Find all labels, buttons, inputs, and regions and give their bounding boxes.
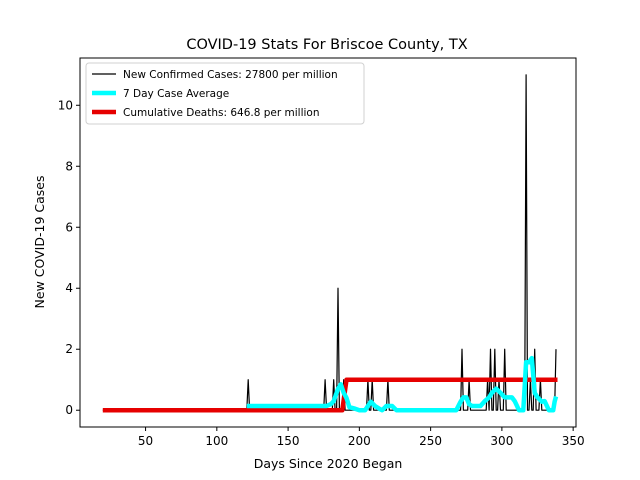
x-tick-label: 150 [277, 434, 300, 448]
y-tick-label: 2 [65, 342, 73, 356]
y-axis: 0 2 4 6 8 10 [58, 98, 80, 417]
x-axis: 50 100 150 200 250 300 350 [138, 427, 585, 448]
x-tick-label: 200 [348, 434, 371, 448]
legend: New Confirmed Cases: 27800 per million 7… [85, 62, 365, 125]
series-layer [102, 74, 559, 413]
y-tick-label: 0 [65, 403, 73, 417]
x-tick-label: 350 [562, 434, 585, 448]
y-tick-label: 6 [65, 220, 73, 234]
legend-box [85, 62, 365, 125]
legend-label-7-day-average: 7 Day Case Average [123, 88, 229, 100]
legend-label-cumulative-deaths: Cumulative Deaths: 646.8 per million [123, 107, 320, 119]
plot-frame [79, 57, 577, 428]
chart-title: COVID-19 Stats For Briscoe County, TX [186, 37, 467, 53]
x-tick-label: 50 [138, 434, 153, 448]
y-tick-label: 10 [58, 98, 73, 112]
x-axis-label: Days Since 2020 Began [254, 456, 403, 471]
y-axis-label: New COVID-19 Cases [32, 176, 47, 309]
x-tick-label: 100 [205, 434, 228, 448]
x-tick-label: 300 [490, 434, 513, 448]
y-tick-label: 8 [65, 159, 73, 173]
series-line-1 [246, 355, 559, 413]
x-tick-label: 250 [419, 434, 442, 448]
legend-label-new-cases: New Confirmed Cases: 27800 per million [123, 69, 338, 81]
y-tick-label: 4 [65, 281, 73, 295]
